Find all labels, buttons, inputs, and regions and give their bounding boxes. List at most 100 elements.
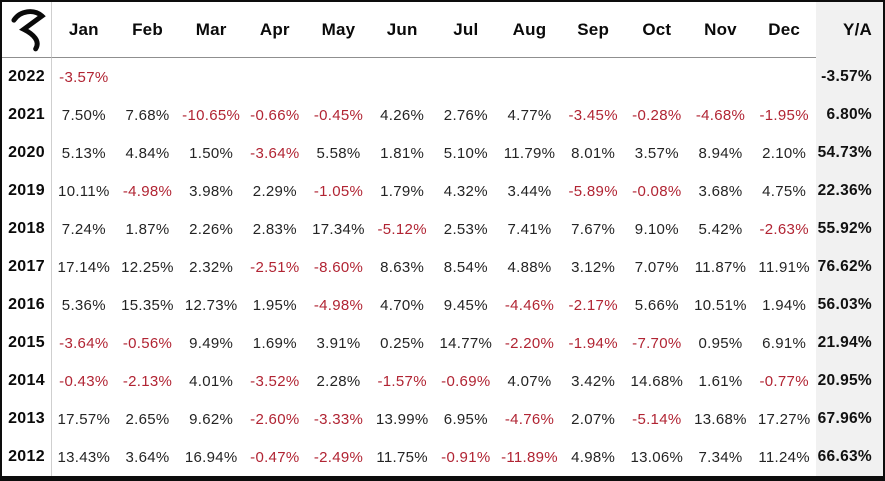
row-header-year: 2021 — [2, 96, 52, 134]
annual-return-cell: 6.80% — [816, 96, 883, 134]
monthly-return-cell: 7.50% — [61, 106, 106, 124]
monthly-return-cell: 5.58% — [316, 144, 361, 162]
monthly-return-cell: -2.51% — [250, 258, 300, 276]
column-header-jul: Jul — [434, 2, 498, 58]
monthly-return-cell: 2.29% — [252, 182, 297, 200]
monthly-return-cell: 1.81% — [380, 144, 425, 162]
monthly-return-cell: 4.01% — [189, 372, 234, 390]
column-header-aug: Aug — [497, 2, 562, 58]
table-row: 2012 13.43% 3.64% 16.94% -0.47% -2.49% 11.75% -… — [2, 438, 883, 476]
monthly-return-cell: 10.11% — [58, 182, 110, 200]
monthly-return-cell: -1.05% — [313, 182, 364, 200]
monthly-return-cell: 7.24% — [61, 220, 106, 238]
monthly-return-cell — [625, 58, 689, 96]
monthly-return-cell: -0.08% — [632, 182, 682, 200]
monthly-return-cell: 8.63% — [380, 258, 425, 276]
monthly-return-cell — [434, 58, 498, 96]
monthly-return-cell — [370, 58, 434, 96]
r-swoosh-logo-icon — [11, 8, 46, 51]
monthly-return-cell: -3.64% — [59, 334, 109, 352]
monthly-return-cell: 2.32% — [189, 258, 234, 276]
monthly-return-cell: 9.49% — [189, 334, 234, 352]
monthly-return-cell: 11.79% — [503, 144, 556, 162]
monthly-return-cell: 7.07% — [634, 258, 679, 276]
monthly-return-cell: 0.25% — [380, 334, 425, 352]
monthly-return-cell: 17.57% — [57, 410, 111, 428]
monthly-return-cell: 3.42% — [571, 372, 616, 390]
monthly-return-cell: 4.32% — [443, 182, 488, 200]
monthly-return-cell: 3.57% — [634, 144, 679, 162]
monthly-return-cell: 10.51% — [694, 296, 747, 314]
monthly-return-cell: -11.89% — [501, 448, 558, 466]
monthly-return-cell: 11.24% — [758, 448, 810, 466]
monthly-return-cell: 14.77% — [439, 334, 493, 352]
annual-return-cell: -3.57% — [816, 58, 883, 96]
monthly-return-cell: -0.69% — [441, 372, 491, 390]
monthly-return-cell: 4.26% — [380, 106, 425, 124]
monthly-return-cell: 4.88% — [507, 258, 552, 276]
monthly-return-cell: -1.57% — [377, 372, 427, 390]
monthly-return-cell — [498, 58, 562, 96]
row-header-year: 2015 — [2, 324, 52, 362]
monthly-return-cell — [307, 58, 371, 96]
table-row: 2018 7.24% 1.87% 2.26% 2.83% 17.34% -5.12% 2.53… — [2, 210, 883, 248]
monthly-return-cell: -4.98% — [122, 182, 173, 200]
header-row: Jan Feb Mar Apr May Jun Jul Aug Sep Oct Nov Dec Y/A — [2, 2, 883, 58]
monthly-return-cell: -4.76% — [504, 410, 555, 428]
row-header-year: 2016 — [2, 286, 52, 324]
monthly-return-cell — [179, 58, 243, 96]
annual-return-cell: 66.63% — [816, 438, 883, 476]
monthly-return-cell: 17.14% — [57, 258, 111, 276]
monthly-return-cell — [752, 58, 816, 96]
table-row: 2021 7.50% 7.68% -10.65% -0.66% -0.45% 4.26% 2.… — [2, 96, 883, 134]
column-header-oct: Oct — [625, 2, 689, 58]
row-header-year: 2022 — [2, 58, 52, 96]
monthly-return-cell: 14.68% — [630, 372, 684, 390]
monthly-return-cell: -3.33% — [313, 410, 364, 428]
monthly-return-cell: 15.35% — [121, 296, 174, 314]
table-row: 2020 5.13% 4.84% 1.50% -3.64% 5.58% 1.81% 5.10%… — [2, 134, 883, 172]
monthly-return-cell: -10.65% — [182, 106, 241, 124]
monthly-return-cell: 0.95% — [698, 334, 743, 352]
monthly-return-cell: -3.52% — [250, 372, 300, 390]
column-header-sep: Sep — [561, 2, 625, 58]
column-header-feb: Feb — [115, 2, 180, 58]
monthly-return-cell — [561, 58, 625, 96]
monthly-return-cell: 5.36% — [61, 296, 106, 314]
column-header-dec: Dec — [752, 2, 816, 58]
monthly-return-cell: 2.10% — [762, 144, 807, 162]
monthly-return-cell: 2.07% — [571, 410, 616, 428]
monthly-return-cell: -2.60% — [250, 410, 300, 428]
monthly-return-cell: 1.94% — [762, 296, 807, 314]
monthly-return-cell: -0.47% — [250, 448, 300, 466]
monthly-return-cell: 11.75% — [376, 448, 428, 466]
monthly-return-cell: -4.46% — [504, 296, 555, 314]
monthly-return-cell: 3.64% — [125, 448, 170, 466]
monthly-return-cell: -0.91% — [441, 448, 491, 466]
monthly-return-cell: 13.43% — [57, 448, 111, 466]
annual-return-cell: 54.73% — [816, 134, 883, 172]
monthly-return-cell: 7.67% — [571, 220, 616, 238]
monthly-return-cell: 17.27% — [757, 410, 811, 428]
monthly-return-cell: 13.06% — [630, 448, 684, 466]
monthly-return-cell: -0.77% — [759, 372, 809, 390]
annual-return-cell: 56.03% — [816, 286, 883, 324]
annual-return-cell: 55.92% — [816, 210, 883, 248]
monthly-return-cell: 7.34% — [698, 448, 743, 466]
monthly-return-cell: 11.91% — [758, 258, 810, 276]
column-header-total: Y/A — [816, 2, 883, 58]
monthly-return-cell: 16.94% — [184, 448, 238, 466]
monthly-return-cell: 6.95% — [443, 410, 488, 428]
monthly-return-cell: 5.13% — [61, 144, 106, 162]
monthly-return-cell: 2.83% — [252, 220, 297, 238]
annual-return-cell: 21.94% — [816, 324, 883, 362]
monthly-return-cell: -0.45% — [313, 106, 364, 124]
monthly-return-cell: -1.94% — [568, 334, 618, 352]
annual-return-cell: 20.95% — [816, 362, 883, 400]
annual-return-cell: 22.36% — [816, 172, 883, 210]
monthly-return-cell: 12.25% — [121, 258, 174, 276]
monthly-return-cell: -2.17% — [568, 296, 618, 314]
monthly-return-cell: 8.94% — [698, 144, 743, 162]
monthly-return-cell: -3.64% — [250, 144, 300, 162]
table-row: 2022 -3.57% -3.57% — [2, 58, 883, 96]
